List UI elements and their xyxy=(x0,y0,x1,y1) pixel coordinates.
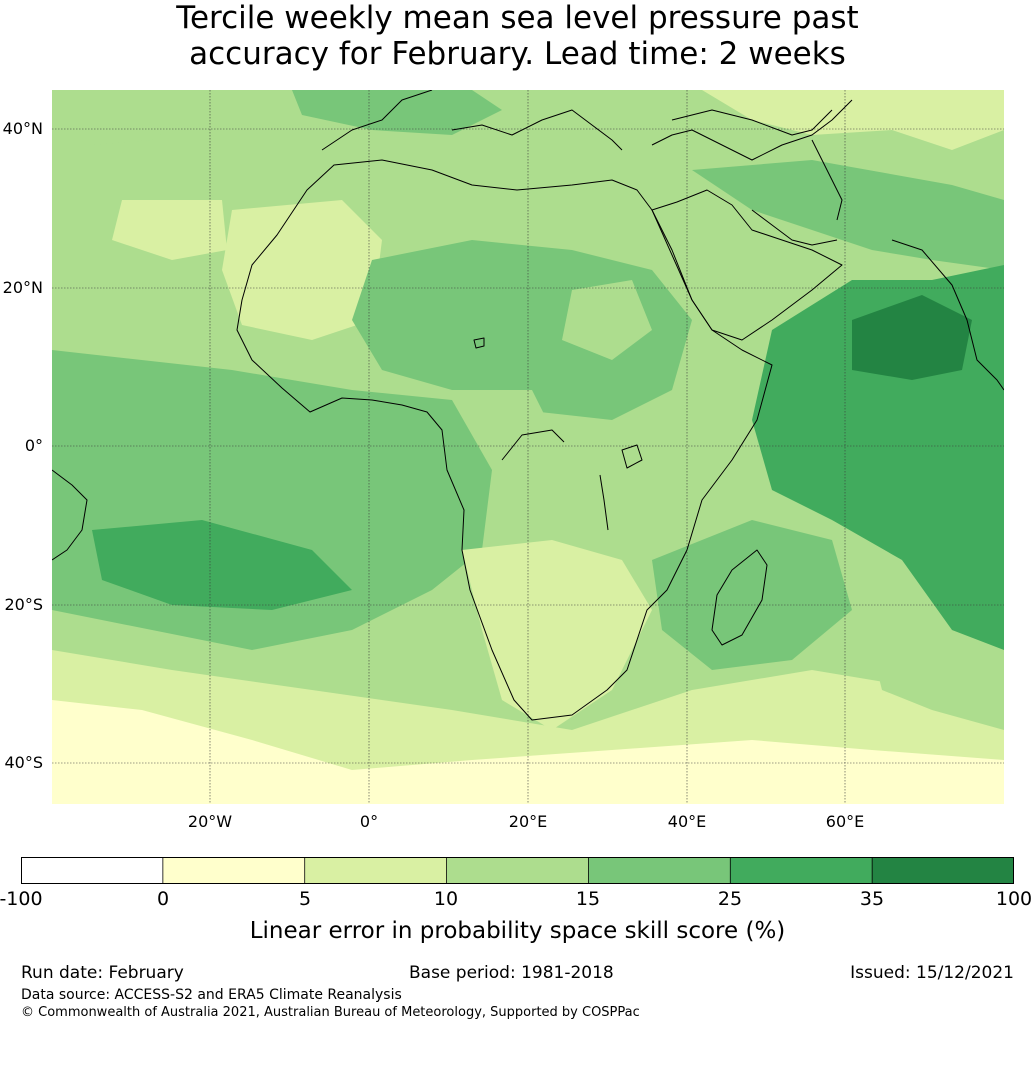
lon-label-40e: 40°E xyxy=(667,812,707,831)
colorbar-segment xyxy=(21,857,163,884)
colorbar-segment xyxy=(730,857,873,884)
coastline-south-america xyxy=(52,469,88,561)
lon-label-60e: 60°E xyxy=(825,812,865,831)
coastline-arabia xyxy=(651,189,843,341)
graticule xyxy=(52,90,1004,804)
base-period: Base period: 1981-2018 xyxy=(409,963,614,983)
skill-region-congo-pale xyxy=(452,390,552,450)
coastline-lake-victoria xyxy=(621,444,643,469)
skill-region-north-west-medium xyxy=(52,90,192,145)
lat-label-40n: 40°N xyxy=(2,119,43,138)
coastline-madagascar xyxy=(711,549,768,646)
skill-region-north-pale xyxy=(702,90,1004,150)
colorbar-tick: 25 xyxy=(717,888,743,910)
colorbar-tick: 10 xyxy=(433,888,459,910)
colorbar-segment xyxy=(304,857,447,884)
skill-region-south-africa xyxy=(462,540,652,730)
skill-region-arabian-sea-strongest xyxy=(852,295,972,380)
colorbar-tick: 15 xyxy=(575,888,601,910)
lon-label-0: 0° xyxy=(359,812,379,831)
issued-date: Issued: 15/12/2021 xyxy=(850,963,1014,983)
skill-region-southeast-medium xyxy=(872,650,1004,730)
colorbar-tick: 0 xyxy=(156,888,170,910)
lon-label-20e: 20°E xyxy=(508,812,548,831)
colorbar-border xyxy=(21,857,1014,884)
skill-region-med xyxy=(292,90,502,135)
colorbar-segment xyxy=(446,857,589,884)
lat-label-40s: 40°S xyxy=(4,753,43,772)
coastline-caspian xyxy=(811,139,843,221)
coastline-persian-gulf xyxy=(751,209,838,246)
data-source: Data source: ACCESS-S2 and ERA5 Climate … xyxy=(21,987,402,1003)
skill-region-arabia xyxy=(692,160,1004,270)
colorbar-tick: -100 xyxy=(0,888,43,910)
coastline-india xyxy=(891,239,1004,391)
colorbar-segment xyxy=(588,857,731,884)
skill-region-south-atlantic-strong xyxy=(92,520,352,610)
lat-label-20n: 20°N xyxy=(2,278,43,297)
colorbar xyxy=(21,857,1014,884)
coastlines xyxy=(52,90,1004,721)
colorbar-tick: 5 xyxy=(298,888,312,910)
lat-label-0: 0° xyxy=(24,436,43,455)
coastline-africa xyxy=(236,159,773,721)
copyright: © Commonwealth of Australia 2021, Austra… xyxy=(21,1005,640,1020)
colorbar-tick: 35 xyxy=(859,888,885,910)
skill-region-madagascar-medium xyxy=(652,520,852,670)
title-line-2: accuracy for February. Lead time: 2 week… xyxy=(189,36,846,72)
colorbar-tick: 100 xyxy=(995,888,1033,910)
coastline-black-sea xyxy=(671,109,833,136)
skill-score-map xyxy=(52,90,1004,804)
colorbar-segment xyxy=(162,857,305,884)
coastline-europe xyxy=(321,90,853,161)
map-title: Tercile weekly mean sea level pressure p… xyxy=(0,0,1035,72)
colorbar-segment xyxy=(872,857,1014,884)
lat-label-20s: 20°S xyxy=(4,595,43,614)
skill-region-sudan-pale xyxy=(562,280,652,360)
coastline-lake-chad xyxy=(473,337,485,349)
run-date: Run date: February xyxy=(21,963,184,983)
coastline-rivers-congo xyxy=(501,429,565,461)
skill-region-southern-ocean-palest xyxy=(52,700,1004,804)
skill-region-westafrica-pale xyxy=(222,200,382,340)
colorbar-label: Linear error in probability space skill … xyxy=(249,918,786,944)
lon-label-20w: 20°W xyxy=(187,812,233,831)
title-line-1: Tercile weekly mean sea level pressure p… xyxy=(176,0,859,36)
skill-region-atlantic-pale xyxy=(112,200,227,260)
coastline-lake-tanganyika xyxy=(599,474,609,531)
